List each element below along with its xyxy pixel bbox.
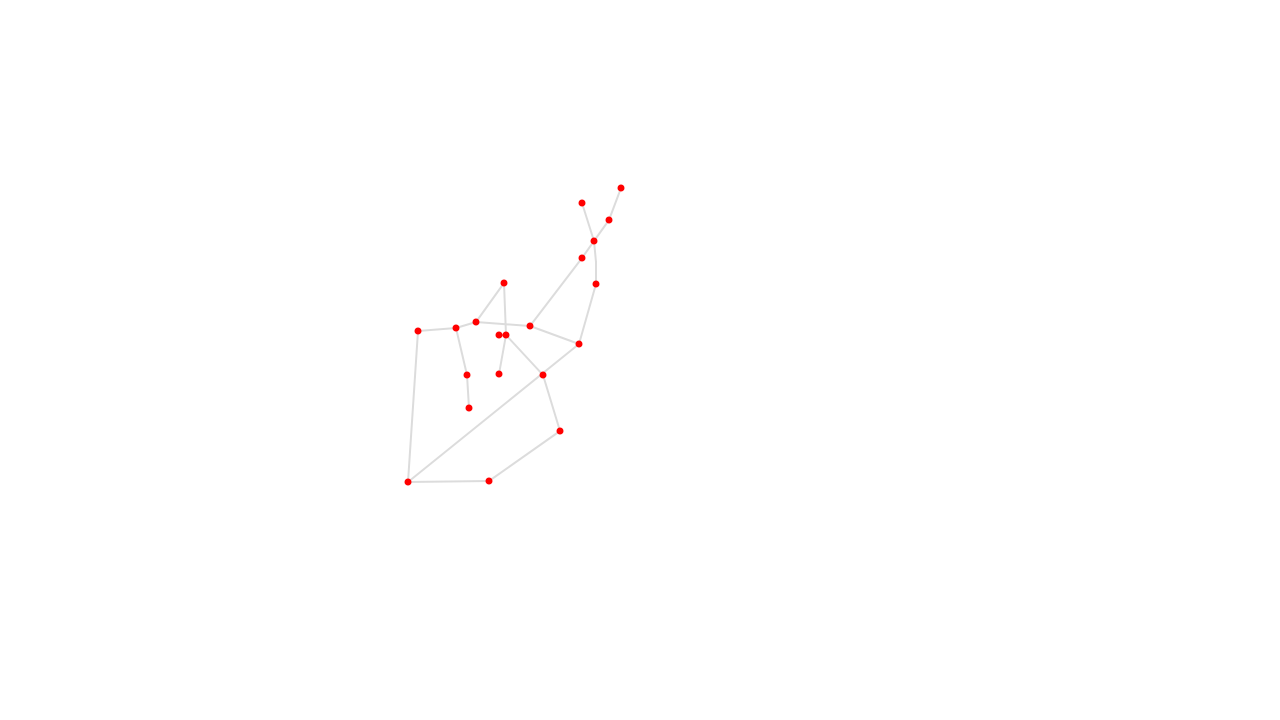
graph-node[interactable] (463, 371, 471, 379)
graph-node[interactable] (404, 478, 412, 486)
graph-edge (529, 325, 580, 345)
graph-node[interactable] (590, 237, 598, 245)
graph-node[interactable] (485, 477, 493, 485)
edges-layer (407, 187, 622, 483)
graph-node[interactable] (500, 279, 508, 287)
graph-node[interactable] (452, 324, 460, 332)
graph-node[interactable] (556, 427, 564, 435)
graph-edge (466, 374, 470, 409)
graph-edge (407, 480, 490, 483)
graph-edge (417, 327, 457, 332)
graph-node[interactable] (526, 322, 534, 330)
graph-edge (498, 334, 507, 375)
graph-node[interactable] (502, 331, 510, 339)
graph-node[interactable] (592, 280, 600, 288)
graph-edge (475, 282, 505, 323)
graph-node[interactable] (617, 184, 625, 192)
graph-edge (505, 334, 544, 376)
graph-node[interactable] (539, 371, 547, 379)
nodes-layer (404, 184, 625, 486)
graph-node[interactable] (495, 331, 503, 339)
graph-edge (608, 187, 622, 221)
graph-node[interactable] (414, 327, 422, 335)
graph-edge (503, 282, 507, 336)
graph-edge (488, 430, 561, 482)
graph-edge (593, 219, 610, 242)
graph-node[interactable] (472, 318, 480, 326)
graph-edge (578, 283, 597, 345)
graph-node[interactable] (578, 199, 586, 207)
graph-edge (455, 327, 468, 376)
graph-node[interactable] (465, 404, 473, 412)
graph-edge (529, 257, 583, 327)
graph-edge (475, 321, 531, 327)
graph-node[interactable] (575, 340, 583, 348)
graph-edge (407, 343, 580, 483)
graph-edge (581, 202, 595, 242)
graph-node[interactable] (605, 216, 613, 224)
graph-node[interactable] (495, 370, 503, 378)
graph-edge (407, 330, 419, 483)
graph-edge (542, 374, 561, 432)
graph-node[interactable] (578, 254, 586, 262)
graph-edge (593, 240, 597, 263)
